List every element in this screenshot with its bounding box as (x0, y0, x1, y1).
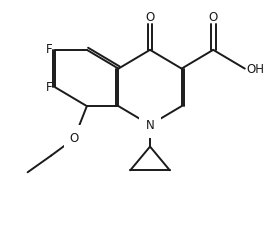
Text: F: F (46, 81, 52, 94)
Text: O: O (209, 11, 218, 24)
Text: F: F (46, 43, 52, 56)
Text: O: O (69, 132, 79, 145)
Text: O: O (146, 11, 155, 24)
Text: N: N (146, 119, 154, 132)
Text: OH: OH (247, 63, 265, 76)
